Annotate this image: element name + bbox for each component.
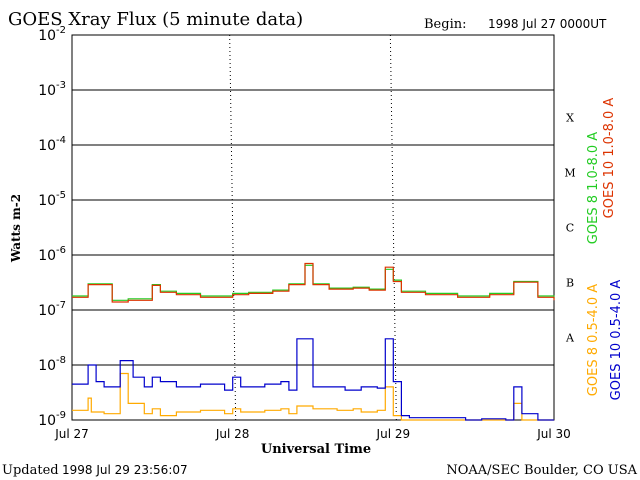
- y-axis-label: Watts m-2: [9, 194, 23, 263]
- grid-lines: [72, 34, 554, 421]
- series-layer: [72, 262, 555, 421]
- y-tick-label-4: 10-6: [38, 245, 66, 264]
- y-tick-label-0: 10-2: [38, 25, 66, 44]
- x-tick-label-3: Jul 30: [536, 427, 571, 441]
- x-axis-label: Universal Time: [261, 442, 371, 457]
- legend-entry-3: GOES 10 0.5-4.0 A: [609, 280, 624, 401]
- day-divider-ticks: [229, 34, 397, 421]
- legend: GOES 8 1.0-8.0 A GOES 10 1.0-8.0 A GOES 8 …: [586, 98, 624, 401]
- y-tick-label-6: 10-8: [38, 355, 66, 374]
- y-tick-label-2: 10-4: [38, 135, 66, 154]
- x-tick-label-0: Jul 27: [54, 427, 89, 441]
- flare-class-X: X: [566, 112, 574, 125]
- x-tick-label-1: Jul 28: [215, 427, 250, 441]
- legend-entry-0: GOES 8 1.0-8.0 A: [586, 132, 601, 244]
- legend-entry-2: GOES 8 0.5-4.0 A: [586, 284, 601, 396]
- series-line-3: [72, 338, 554, 421]
- day-divider-1: [229, 34, 237, 421]
- x-tick-label-2: Jul 29: [376, 427, 411, 441]
- begin-label: Begin:: [424, 17, 466, 32]
- legend-entry-1: GOES 10 1.0-8.0 A: [602, 98, 617, 219]
- series-line-1: [72, 262, 555, 303]
- y-tick-label-7: 10-9: [38, 410, 66, 429]
- y-tick-label-1: 10-3: [38, 80, 66, 99]
- y-tick-label-5: 10-7: [38, 300, 66, 319]
- flare-class-B: B: [566, 277, 574, 290]
- x-tick-labels: Jul 27 Jul 28 Jul 29 Jul 30: [54, 427, 571, 441]
- series-line-2: [72, 372, 554, 421]
- updated-label: Updated: [2, 463, 59, 478]
- y-tick-label-3: 10-5: [38, 190, 66, 209]
- y-tick-labels: 10-2 10-3 10-4 10-5 10-6 10-7 10-8 10-9: [38, 25, 77, 429]
- flare-class-labels: X M C B A: [564, 112, 575, 345]
- flare-class-A: A: [565, 332, 575, 345]
- begin-value: 1998 Jul 27 0000UT: [488, 17, 607, 31]
- flare-class-M: M: [564, 167, 575, 180]
- day-divider-2: [389, 34, 397, 421]
- chart-title: GOES Xray Flux (5 minute data): [8, 9, 303, 30]
- credit-text: NOAA/SEC Boulder, CO USA: [446, 463, 637, 478]
- updated-value: 1998 Jul 29 23:56:07: [62, 463, 188, 477]
- flare-class-C: C: [566, 222, 574, 235]
